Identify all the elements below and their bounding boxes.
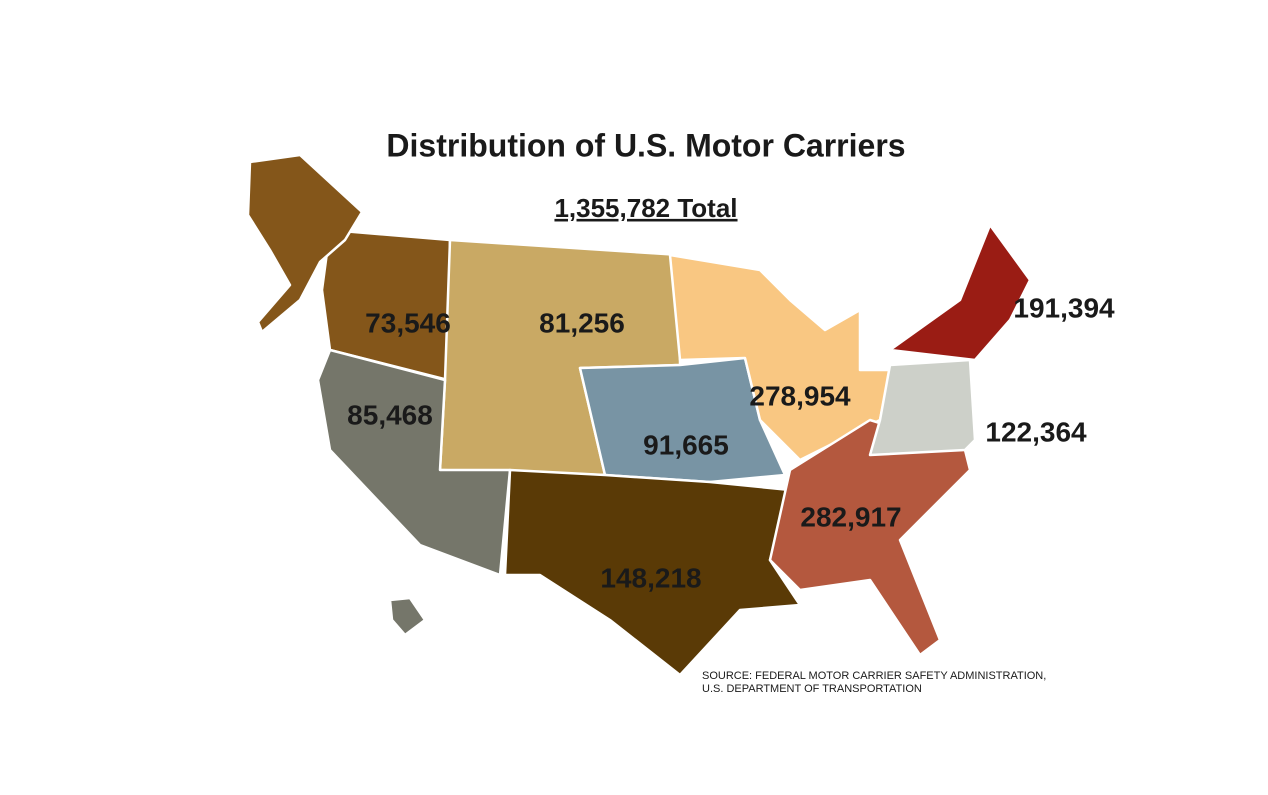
region-label: 282,917	[800, 501, 901, 532]
region-label: 73,546	[365, 307, 451, 338]
region-alaska	[246, 153, 364, 334]
region-hawaii	[388, 596, 427, 637]
region-label: 91,665	[643, 429, 729, 460]
source: U.S. DEPARTMENT OF TRANSPORTATION	[702, 683, 922, 695]
title: Distribution of U.S. Motor Carriers	[386, 127, 905, 163]
source: SOURCE: FEDERAL MOTOR CARRIER SAFETY ADM…	[702, 670, 1046, 682]
region-south	[503, 468, 802, 677]
region-label: 278,954	[749, 380, 851, 411]
region-label: 148,218	[600, 562, 701, 593]
region-label: 122,364	[985, 416, 1087, 447]
region-northeast	[888, 223, 1032, 362]
region-label: 191,394	[1013, 292, 1115, 323]
region-shapes	[246, 153, 1032, 677]
region-west	[316, 348, 512, 577]
region-label: 85,468	[347, 399, 433, 430]
total: 1,355,782 Total	[554, 193, 737, 223]
region-label: 81,256	[539, 307, 625, 338]
